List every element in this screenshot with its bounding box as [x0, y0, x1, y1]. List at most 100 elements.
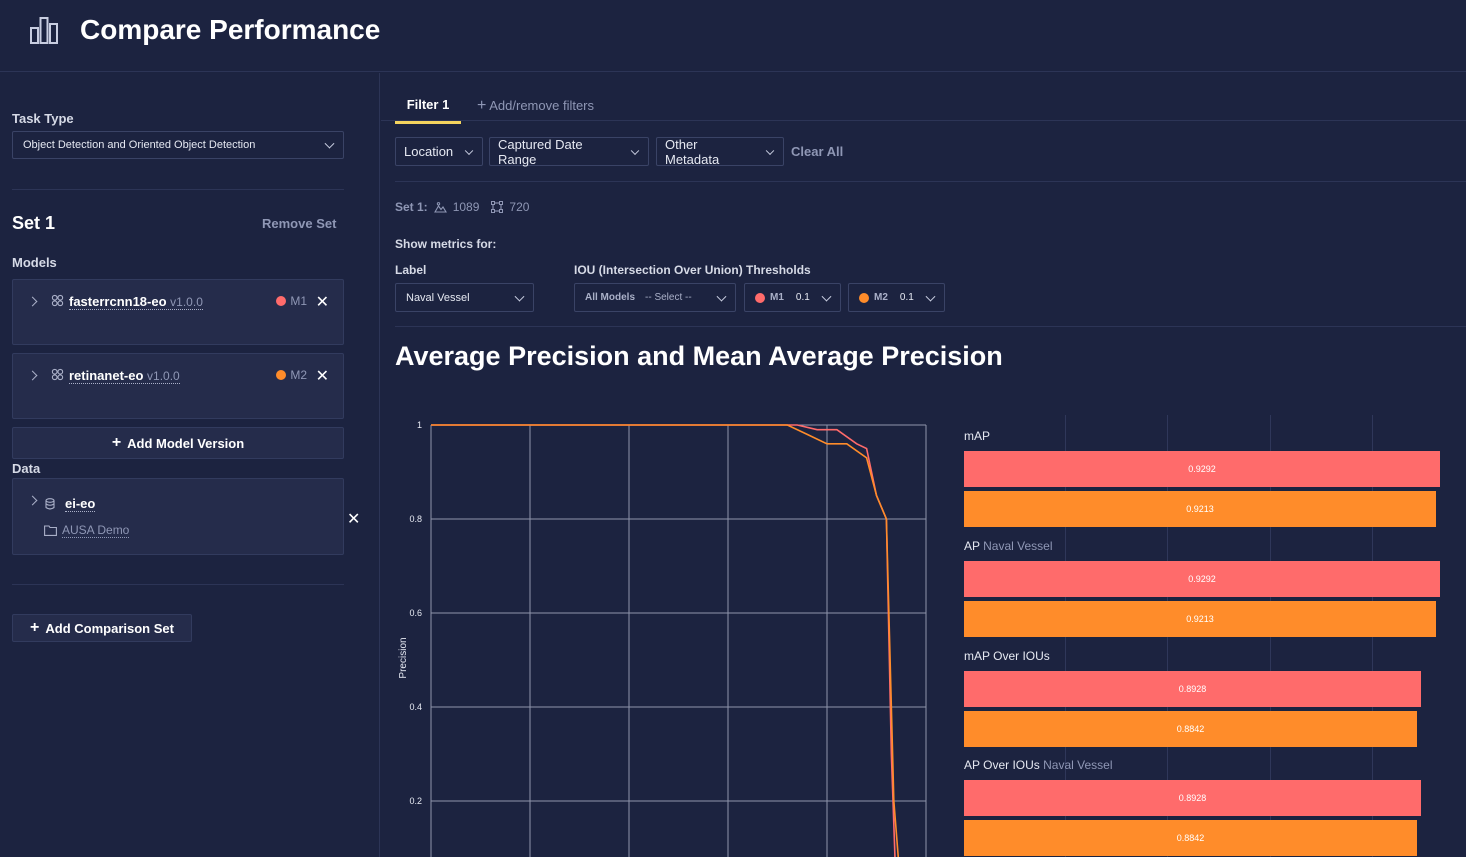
y-tick-label: 0.8	[409, 514, 422, 524]
model-badge: M2	[276, 368, 307, 382]
remove-set-button[interactable]: Remove Set	[262, 216, 337, 231]
models-label: Models	[12, 255, 57, 270]
bar-value-label: 0.8928	[1178, 793, 1207, 803]
bar-value-label: 0.9292	[1188, 574, 1216, 584]
sidebar: Task Type Object Detection and Oriented …	[0, 73, 380, 857]
folder-link[interactable]: AUSA Demo	[62, 523, 130, 538]
label-value: Naval Vessel	[406, 291, 470, 304]
tab-filter-1[interactable]: Filter 1	[395, 97, 461, 124]
m2-iou-select[interactable]: M2 0.1	[848, 283, 945, 312]
bar-value-label: 0.9213	[1186, 614, 1214, 624]
model-icon	[51, 368, 64, 381]
model-version: v1.0.0	[147, 369, 180, 383]
plus-icon: +	[111, 434, 122, 451]
bar: 0.9213	[964, 601, 1436, 637]
plus-icon: +	[30, 619, 40, 636]
divider	[395, 181, 1466, 182]
bar-group-label: AP Over IOUs Naval Vessel	[964, 758, 1113, 772]
images-icon	[433, 201, 447, 213]
color-dot-icon	[859, 292, 869, 303]
database-icon	[45, 498, 55, 510]
bar-value-label: 0.9292	[1188, 464, 1216, 474]
model-link[interactable]: fasterrcnn18-eo v1.0.0	[69, 294, 203, 310]
bar-group-label: AP Naval Vessel	[964, 539, 1053, 553]
model-card-m2: retinanet-eo v1.0.0 M2 ✕	[12, 353, 344, 419]
bar: 0.8842	[964, 820, 1417, 856]
y-tick-label: 0.2	[409, 796, 422, 806]
dataset-card: ei-eo AUSA Demo	[12, 478, 344, 555]
bar: 0.8842	[964, 711, 1417, 747]
chevron-down-icon	[925, 291, 936, 302]
all-models-label: All Models	[585, 292, 636, 303]
add-remove-filters-button[interactable]: + Add/remove filters	[477, 97, 595, 114]
main-panel: Filter 1 + Add/remove filters Location C…	[381, 73, 1466, 857]
chevron-down-icon	[464, 146, 474, 155]
chevron-right-icon[interactable]	[27, 370, 38, 381]
bar-chart-icon	[30, 17, 58, 44]
color-dot-icon	[276, 370, 287, 380]
divider	[12, 189, 344, 190]
page-header: Compare Performance	[0, 0, 1466, 72]
set-info-label: Set 1:	[395, 200, 428, 214]
dataset-link[interactable]: ei-eo	[65, 496, 96, 512]
folder-icon	[44, 525, 57, 536]
clear-all-button[interactable]: Clear All	[791, 144, 844, 159]
close-icon[interactable]: ✕	[315, 294, 329, 311]
model-link[interactable]: retinanet-eo v1.0.0	[69, 368, 180, 384]
color-dot-icon	[276, 296, 287, 306]
section-title: Average Precision and Mean Average Preci…	[395, 341, 1003, 371]
page-title: Compare Performance	[80, 14, 381, 45]
divider	[381, 120, 1466, 121]
other-metadata-filter[interactable]: Other Metadata	[656, 137, 784, 167]
set-info: Set 1: 1089 720	[395, 200, 529, 214]
chevron-right-icon[interactable]	[27, 495, 38, 506]
close-icon[interactable]: ✕	[315, 368, 329, 385]
y-tick-label: 1	[417, 420, 422, 430]
bar: 0.9292	[964, 561, 1440, 597]
iou-title: IOU (Intersection Over Union) Thresholds	[574, 263, 811, 277]
series-line-2	[431, 424, 900, 857]
m2-iou-value: 0.1	[899, 292, 914, 303]
model-badge: M1	[276, 294, 307, 308]
chevron-down-icon	[821, 291, 832, 302]
bar: 0.8928	[964, 780, 1421, 816]
annotations-icon	[491, 201, 504, 213]
show-metrics-label: Show metrics for:	[395, 237, 497, 251]
divider	[395, 326, 1466, 327]
chevron-down-icon	[514, 291, 525, 302]
y-tick-label: 0.6	[409, 608, 422, 618]
task-type-select[interactable]: Object Detection and Oriented Object Det…	[12, 131, 344, 159]
y-axis-label: Precision	[398, 637, 409, 678]
chevron-right-icon[interactable]	[27, 296, 38, 307]
plus-icon: +	[477, 97, 487, 114]
add-model-version-button[interactable]: + Add Model Version	[12, 427, 344, 459]
m1-iou-value: 0.1	[795, 292, 810, 303]
label-select[interactable]: Naval Vessel	[395, 283, 534, 312]
task-type-value: Object Detection and Oriented Object Det…	[23, 139, 256, 151]
iou-placeholder: -- Select --	[645, 292, 692, 303]
color-dot-icon	[755, 292, 765, 303]
all-models-iou-select[interactable]: All Models -- Select --	[574, 283, 736, 312]
task-type-label: Task Type	[12, 111, 74, 126]
add-comparison-set-button[interactable]: + Add Comparison Set	[12, 614, 192, 642]
model-card-m1: fasterrcnn18-eo v1.0.0 M1 ✕	[12, 279, 344, 345]
location-filter[interactable]: Location	[395, 137, 483, 166]
model-icon	[51, 294, 64, 307]
bar: 0.9292	[964, 451, 1440, 487]
bar: 0.8928	[964, 671, 1421, 707]
divider	[12, 584, 344, 585]
chevron-down-icon	[716, 291, 727, 302]
bar-group-sublabel: Naval Vessel	[983, 539, 1053, 553]
bar-value-label: 0.9213	[1186, 504, 1214, 514]
chevron-down-icon	[630, 146, 640, 155]
bar-value-label: 0.8842	[1176, 833, 1205, 843]
data-label: Data	[12, 461, 41, 476]
m1-badge: M1	[770, 292, 784, 303]
close-icon[interactable]: ✕	[347, 511, 361, 528]
y-tick-label: 0.4	[409, 702, 422, 712]
annotations-count: 720	[509, 200, 530, 214]
bar: 0.9213	[964, 491, 1436, 527]
bar-group-sublabel: Naval Vessel	[1043, 758, 1113, 772]
captured-date-range-filter[interactable]: Captured Date Range	[489, 137, 649, 167]
m1-iou-select[interactable]: M1 0.1	[744, 283, 841, 312]
